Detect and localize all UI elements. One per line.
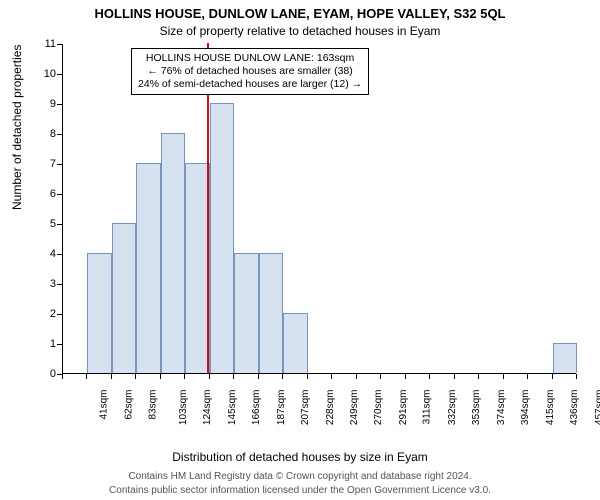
x-tick-label: 124sqm bbox=[202, 390, 213, 426]
y-tick-label: 6 bbox=[32, 188, 56, 200]
x-tick-label: 207sqm bbox=[300, 390, 311, 426]
x-tick-label: 374sqm bbox=[496, 390, 507, 426]
plot-area: HOLLINS HOUSE DUNLOW LANE: 163sqm← 76% o… bbox=[62, 44, 576, 374]
x-tick-mark bbox=[209, 374, 210, 379]
x-tick-mark bbox=[111, 374, 112, 379]
histogram-bar bbox=[553, 343, 577, 373]
footer-line-1: Contains HM Land Registry data © Crown c… bbox=[0, 471, 600, 482]
x-tick-mark bbox=[356, 374, 357, 379]
y-tick-label: 7 bbox=[32, 158, 56, 170]
y-tick-label: 8 bbox=[32, 128, 56, 140]
x-tick-mark bbox=[258, 374, 259, 379]
x-tick-mark bbox=[135, 374, 136, 379]
annotation-line: 24% of semi-detached houses are larger (… bbox=[138, 78, 362, 91]
histogram-bar bbox=[112, 223, 136, 373]
x-tick-mark bbox=[478, 374, 479, 379]
x-tick-mark bbox=[454, 374, 455, 379]
histogram-bar bbox=[161, 133, 185, 373]
annotation-line: HOLLINS HOUSE DUNLOW LANE: 163sqm bbox=[138, 52, 362, 65]
x-tick-label: 145sqm bbox=[227, 390, 238, 426]
x-tick-label: 436sqm bbox=[569, 390, 580, 426]
x-tick-mark bbox=[184, 374, 185, 379]
histogram-bar bbox=[234, 253, 258, 373]
x-tick-mark bbox=[86, 374, 87, 379]
y-tick-label: 1 bbox=[32, 338, 56, 350]
x-tick-label: 166sqm bbox=[251, 390, 262, 426]
x-tick-label: 457sqm bbox=[594, 390, 600, 426]
x-axis-label: Distribution of detached houses by size … bbox=[0, 450, 600, 464]
x-tick-label: 332sqm bbox=[447, 390, 458, 426]
x-tick-mark bbox=[62, 374, 63, 379]
y-axis-label: Number of detached properties bbox=[10, 45, 24, 210]
x-tick-mark bbox=[380, 374, 381, 379]
x-tick-label: 311sqm bbox=[422, 390, 433, 425]
x-tick-label: 394sqm bbox=[520, 390, 531, 426]
histogram-chart: HOLLINS HOUSE, DUNLOW LANE, EYAM, HOPE V… bbox=[0, 0, 600, 500]
x-tick-label: 62sqm bbox=[123, 390, 134, 420]
x-tick-mark bbox=[331, 374, 332, 379]
x-tick-mark bbox=[552, 374, 553, 379]
x-tick-label: 249sqm bbox=[349, 390, 360, 426]
histogram-bar bbox=[259, 253, 283, 373]
y-tick-label: 4 bbox=[32, 248, 56, 260]
x-tick-label: 270sqm bbox=[374, 390, 385, 426]
x-tick-mark bbox=[307, 374, 308, 379]
x-tick-label: 83sqm bbox=[148, 390, 159, 420]
y-tick-label: 5 bbox=[32, 218, 56, 230]
x-tick-mark bbox=[282, 374, 283, 379]
x-tick-mark bbox=[233, 374, 234, 379]
histogram-bar bbox=[136, 163, 160, 373]
x-tick-label: 291sqm bbox=[398, 390, 409, 426]
y-tick-label: 10 bbox=[32, 68, 56, 80]
annotation-box: HOLLINS HOUSE DUNLOW LANE: 163sqm← 76% o… bbox=[131, 48, 369, 95]
histogram-bar bbox=[210, 103, 234, 373]
x-tick-mark bbox=[576, 374, 577, 379]
x-tick-label: 41sqm bbox=[99, 390, 110, 420]
x-tick-label: 187sqm bbox=[276, 390, 287, 426]
y-tick-label: 2 bbox=[32, 308, 56, 320]
histogram-bar bbox=[87, 253, 111, 373]
y-tick-label: 3 bbox=[32, 278, 56, 290]
x-tick-mark bbox=[405, 374, 406, 379]
footer-line-2: Contains public sector information licen… bbox=[0, 485, 600, 496]
x-tick-mark bbox=[429, 374, 430, 379]
x-tick-label: 415sqm bbox=[545, 390, 556, 426]
x-tick-mark bbox=[503, 374, 504, 379]
chart-title-sub: Size of property relative to detached ho… bbox=[0, 24, 600, 38]
y-tick-label: 9 bbox=[32, 98, 56, 110]
x-tick-label: 103sqm bbox=[178, 390, 189, 426]
histogram-bar bbox=[185, 163, 209, 373]
y-tick-label: 0 bbox=[32, 368, 56, 380]
y-tick-label: 11 bbox=[32, 38, 56, 50]
chart-title-main: HOLLINS HOUSE, DUNLOW LANE, EYAM, HOPE V… bbox=[0, 6, 600, 21]
x-tick-label: 228sqm bbox=[325, 390, 336, 426]
annotation-line: ← 76% of detached houses are smaller (38… bbox=[138, 65, 362, 78]
x-tick-mark bbox=[160, 374, 161, 379]
x-tick-label: 353sqm bbox=[471, 390, 482, 426]
x-tick-mark bbox=[527, 374, 528, 379]
histogram-bar bbox=[283, 313, 307, 373]
